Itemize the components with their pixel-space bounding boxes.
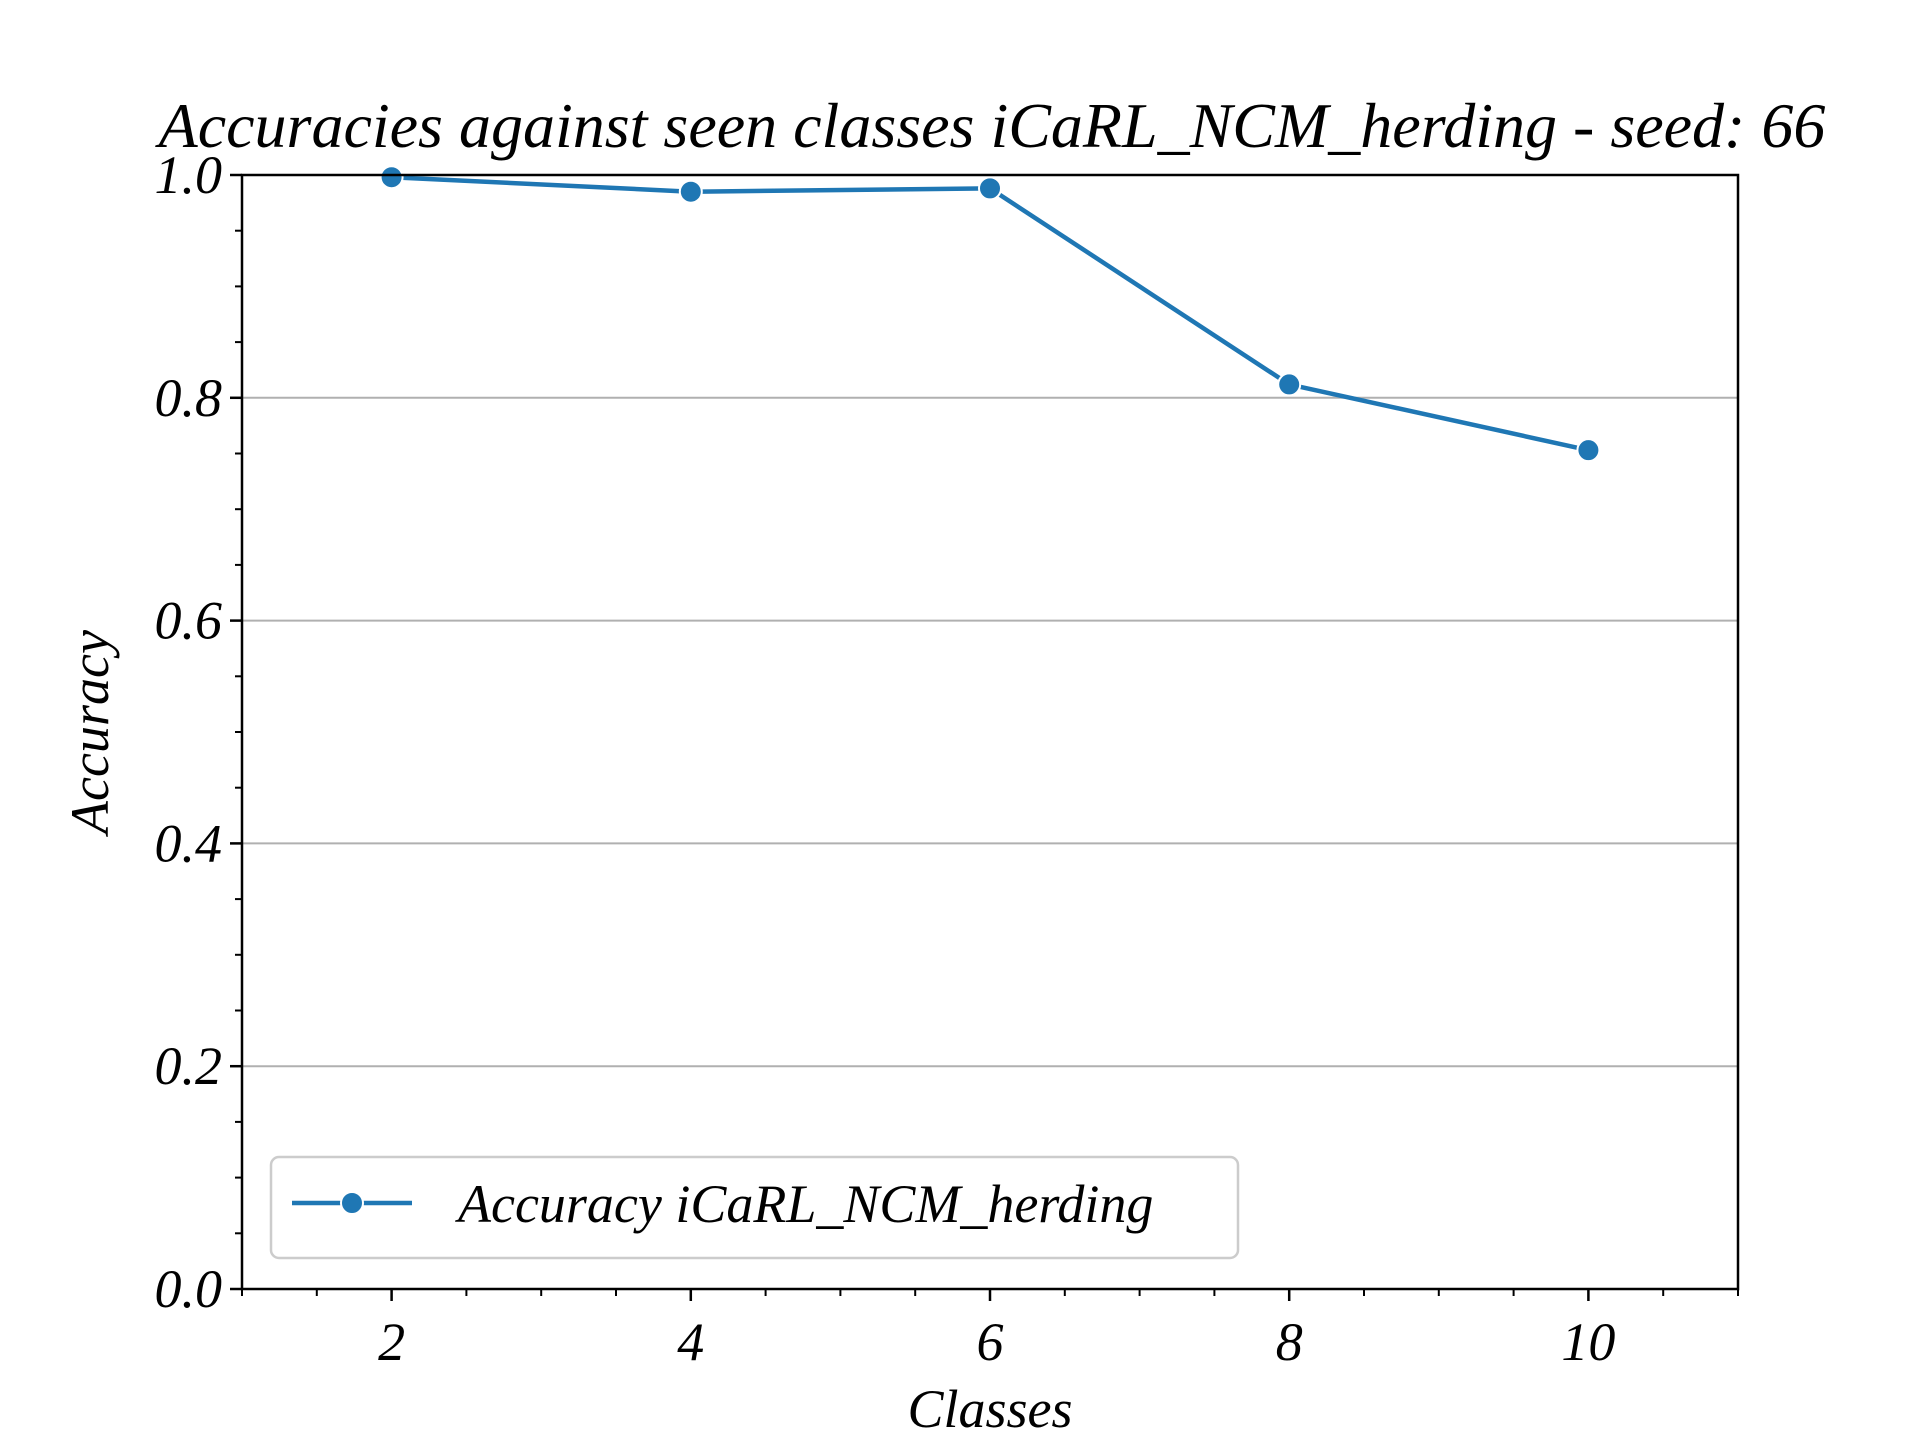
x-axis-label: Classes [907, 1379, 1072, 1439]
data-point [678, 179, 703, 204]
chart-title: Accuracies against seen classes iCaRL_NC… [155, 90, 1826, 161]
series-layer [379, 165, 1601, 463]
legend-label: Accuracy iCaRL_NCM_herding [455, 1174, 1153, 1234]
data-point [1277, 372, 1302, 397]
y-tick-label: 0.2 [155, 1036, 223, 1096]
x-tick-label: 6 [977, 1312, 1004, 1372]
x-tick-label: 2 [378, 1312, 405, 1372]
y-tick-label: 0.0 [155, 1259, 223, 1319]
legend: Accuracy iCaRL_NCM_herding [269, 1155, 1240, 1260]
legend-box [269, 1155, 1240, 1260]
grid-lines [242, 396, 1738, 1068]
x-tick-label: 4 [677, 1312, 704, 1372]
data-point [978, 176, 1002, 201]
y-axis-label: Accuracy [60, 630, 120, 837]
major-ticks [230, 173, 1590, 1301]
y-tick-label: 0.4 [155, 813, 223, 873]
y-tick-label: 1.0 [155, 145, 223, 205]
y-tick-label: 0.6 [155, 591, 223, 651]
legend-marker-swatch [340, 1191, 364, 1215]
y-tick-label: 0.8 [155, 368, 223, 428]
x-tick-label: 8 [1276, 1312, 1303, 1372]
x-tick-label: 10 [1561, 1312, 1615, 1372]
data-point [379, 165, 404, 190]
tick-labels: 0.0 0.2 0.4 0.6 0.8 1.0 2 4 6 8 10 [155, 145, 1616, 1372]
data-point [1576, 438, 1601, 463]
plot-frame [240, 173, 1740, 1291]
